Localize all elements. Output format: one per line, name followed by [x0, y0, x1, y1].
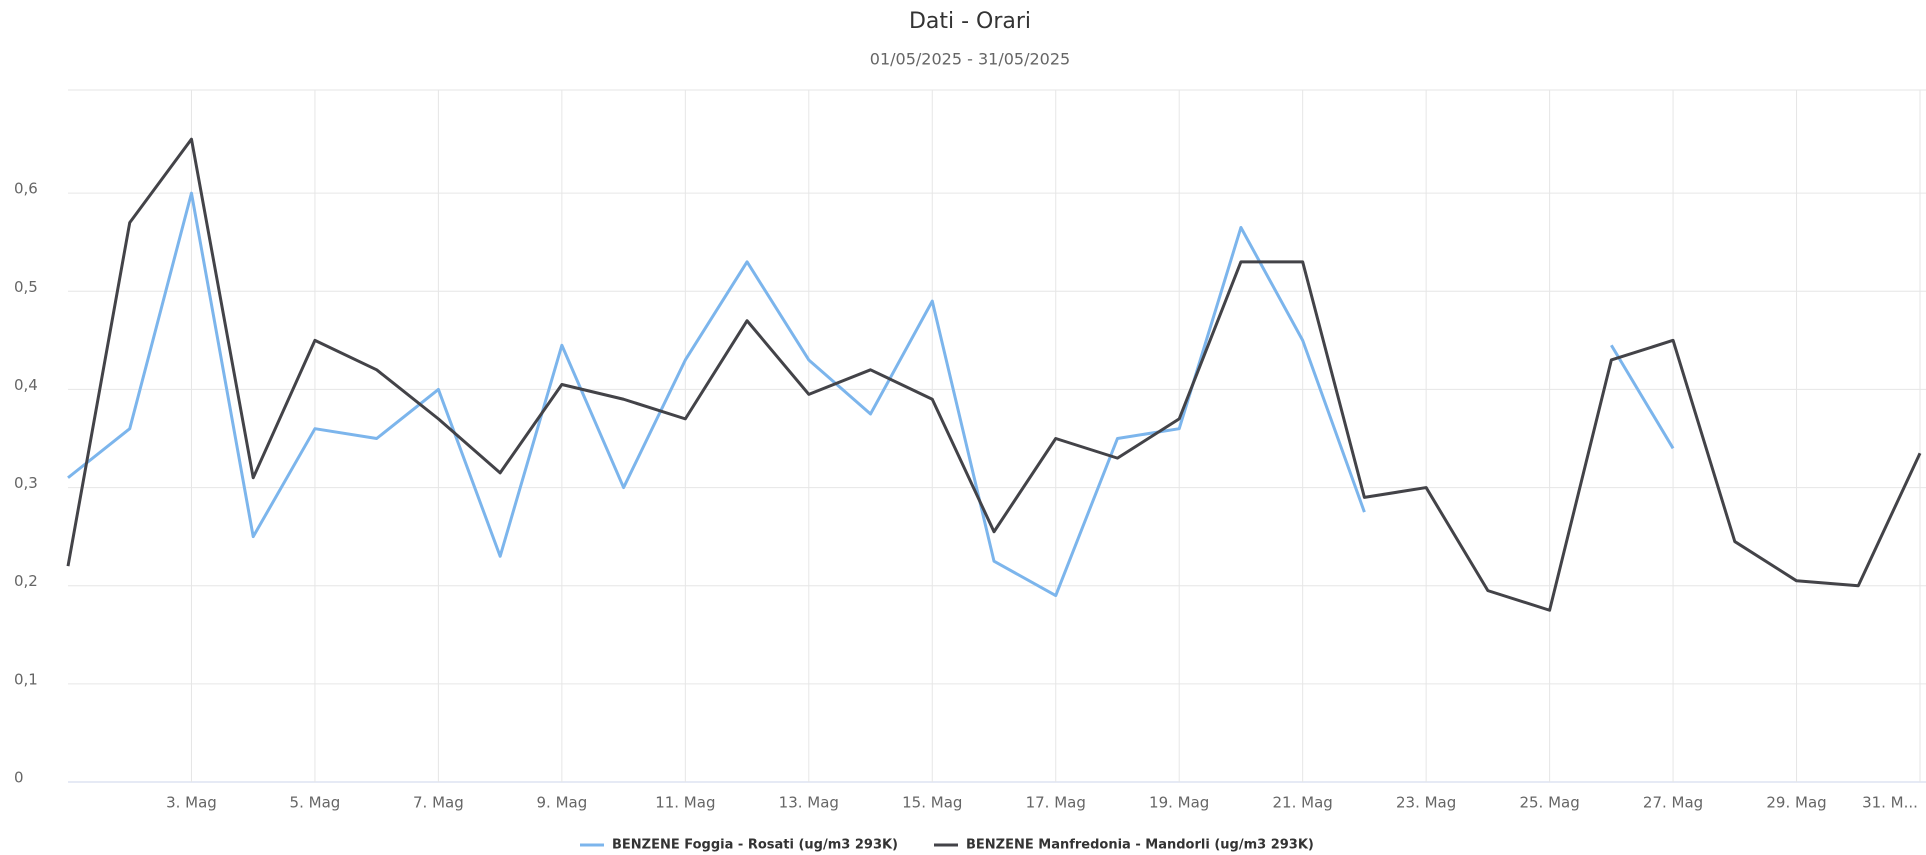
- x-tick-label: 7. Mag: [413, 794, 464, 812]
- x-tick-label: 25. Mag: [1519, 794, 1579, 812]
- x-tick-label: 27. Mag: [1643, 794, 1703, 812]
- y-tick-label: 0,3: [14, 474, 38, 492]
- x-tick-label: 23. Mag: [1396, 794, 1456, 812]
- x-tick-label: 17. Mag: [1026, 794, 1086, 812]
- x-tick-label: 29. Mag: [1766, 794, 1826, 812]
- chart-title: Dati - Orari: [909, 9, 1031, 34]
- legend-label: BENZENE Foggia - Rosati (ug/m3 293K): [612, 838, 898, 853]
- x-tick-label: 21. Mag: [1273, 794, 1333, 812]
- x-tick-label: 9. Mag: [536, 794, 587, 812]
- legend-label: BENZENE Manfredonia - Mandorli (ug/m3 29…: [966, 838, 1314, 853]
- x-tick-label: 15. Mag: [902, 794, 962, 812]
- x-tick-label: 5. Mag: [290, 794, 341, 812]
- y-tick-label: 0,2: [14, 572, 38, 590]
- y-tick-label: 0,5: [14, 278, 38, 296]
- x-tick-label: 13. Mag: [779, 794, 839, 812]
- y-tick-label: 0,4: [14, 376, 38, 394]
- x-tick-label: 31. M...: [1862, 794, 1918, 812]
- y-tick-label: 0,1: [14, 670, 38, 688]
- x-tick-label: 3. Mag: [166, 794, 217, 812]
- chart-subtitle: 01/05/2025 - 31/05/2025: [870, 50, 1070, 69]
- y-tick-label: 0: [14, 769, 24, 787]
- series-line: [67, 191, 1675, 598]
- x-tick-label: 19. Mag: [1149, 794, 1209, 812]
- y-tick-label: 0,6: [14, 180, 38, 198]
- x-tick-label: 11. Mag: [655, 794, 715, 812]
- series-line: [66, 137, 1922, 612]
